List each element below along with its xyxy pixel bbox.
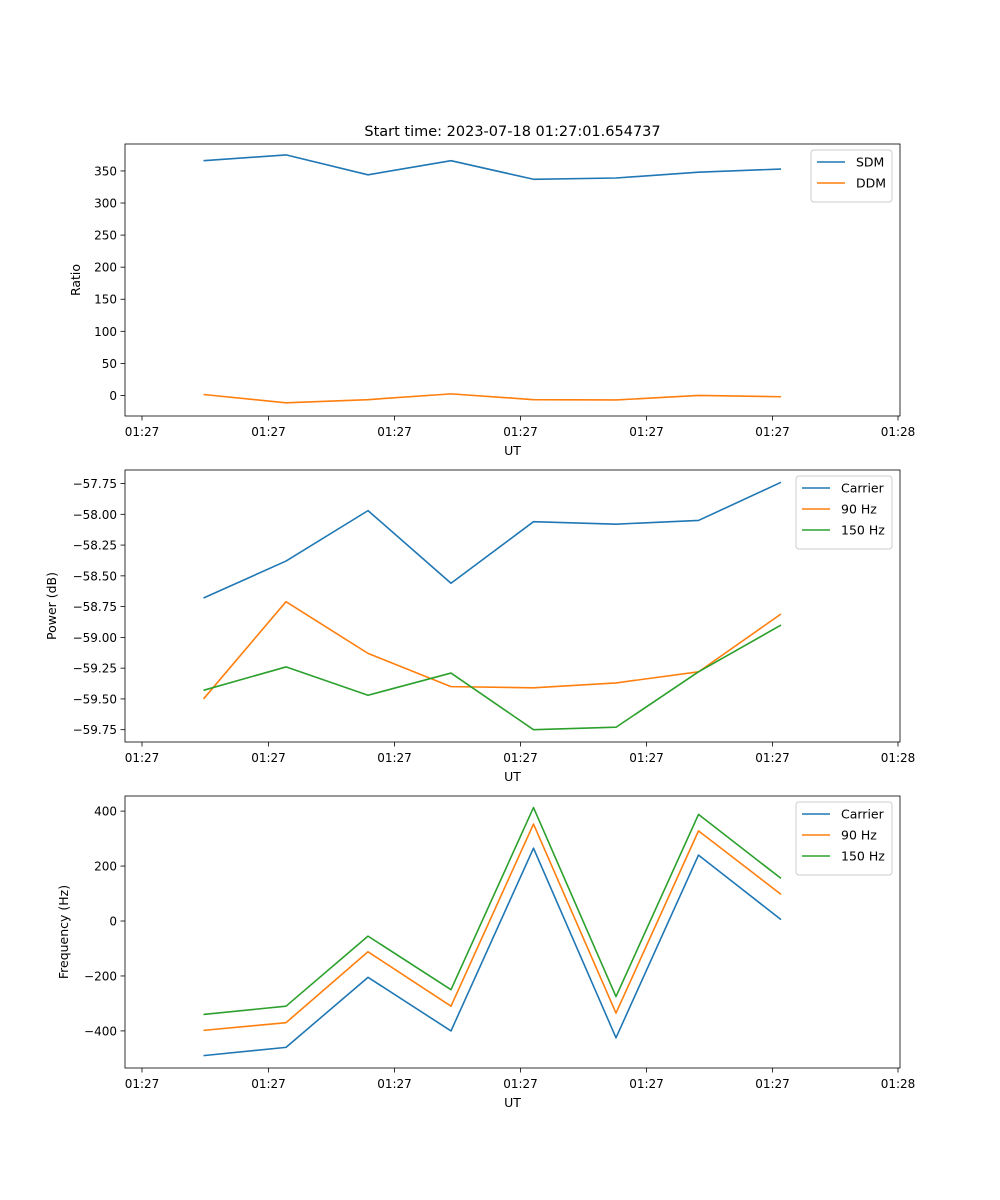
legend-box xyxy=(810,149,893,203)
plot-frame xyxy=(124,469,901,743)
legend-label: 90 Hz xyxy=(841,502,877,517)
x-tick-label: 01:27 xyxy=(503,1077,538,1091)
chart-panel-1: Start time: 2023-07-18 01:27:01.65473701… xyxy=(68,124,915,458)
chart-panel-2: 01:27 01:27 01:27 01:27 01:27 01:27 01:28 UT −57… xyxy=(44,469,916,784)
chart-panel-3: 01:27 01:27 01:27 01:27 01:27 01:27 01:28 UT −40… xyxy=(56,795,916,1110)
y-tick-label: 250 xyxy=(94,229,117,243)
x-tick-label: 01:28 xyxy=(881,1077,916,1091)
legend-label: Carrier xyxy=(841,481,885,496)
chart-title: Start time: 2023-07-18 01:27:01.654737 xyxy=(364,124,660,140)
y-axis-label: Power (dB) xyxy=(44,572,59,640)
x-tick-label: 01:27 xyxy=(629,1077,664,1091)
x-tick-label: 01:27 xyxy=(755,751,790,765)
x-tick-label: 01:28 xyxy=(881,425,916,439)
y-tick-label: −59.25 xyxy=(73,662,117,676)
x-tick-label: 01:27 xyxy=(251,1077,286,1091)
y-tick-label: 50 xyxy=(102,357,117,371)
legend-label: SDM xyxy=(856,155,884,170)
y-tick-label: 300 xyxy=(94,197,117,211)
plot-frame xyxy=(124,143,901,417)
x-tick-label: 01:27 xyxy=(251,751,286,765)
y-tick-label: −59.75 xyxy=(73,723,117,737)
x-tick-label: 01:27 xyxy=(377,751,412,765)
series-line-carrier xyxy=(203,847,782,1057)
y-tick-label: 200 xyxy=(94,261,117,275)
series-line-90-hz xyxy=(203,823,782,1032)
legend-label: 90 Hz xyxy=(841,828,877,843)
x-tick-label: 01:27 xyxy=(377,1077,412,1091)
y-tick-label: −59.50 xyxy=(73,692,117,706)
y-tick-label: 400 xyxy=(94,805,117,819)
y-tick-label: −57.75 xyxy=(73,477,117,491)
legend: Carrier 90 Hz 150 Hz xyxy=(795,475,893,550)
series-line-150-hz xyxy=(203,624,782,731)
x-tick-label: 01:27 xyxy=(125,1077,160,1091)
y-axis-label: Frequency (Hz) xyxy=(56,885,71,979)
y-tick-label: −58.50 xyxy=(73,569,117,583)
x-tick-label: 01:28 xyxy=(881,751,916,765)
y-axis-label: Ratio xyxy=(68,264,83,296)
x-tick-label: 01:27 xyxy=(503,751,538,765)
x-axis-label: UT xyxy=(504,769,521,784)
legend-label: 150 Hz xyxy=(841,849,885,864)
y-tick-label: −58.00 xyxy=(73,508,117,522)
x-tick-label: 01:27 xyxy=(125,425,160,439)
x-tick-label: 01:27 xyxy=(629,425,664,439)
y-tick-label: 100 xyxy=(94,325,117,339)
y-tick-label: −200 xyxy=(84,969,117,983)
y-tick-label: −59.00 xyxy=(73,631,117,645)
y-tick-label: −58.75 xyxy=(73,600,117,614)
series-line-carrier xyxy=(203,481,782,599)
x-tick-label: 01:27 xyxy=(125,751,160,765)
legend-label: DDM xyxy=(856,176,886,191)
series-line-150-hz xyxy=(203,806,782,1016)
x-tick-label: 01:27 xyxy=(755,1077,790,1091)
y-tick-label: 350 xyxy=(94,164,117,178)
y-tick-label: 200 xyxy=(94,860,117,874)
x-tick-label: 01:27 xyxy=(251,425,286,439)
x-tick-label: 01:27 xyxy=(629,751,664,765)
y-tick-label: 150 xyxy=(94,293,117,307)
legend: Carrier 90 Hz 150 Hz xyxy=(795,801,893,876)
y-tick-label: 0 xyxy=(109,915,117,929)
legend-label: Carrier xyxy=(841,807,885,822)
y-tick-label: 0 xyxy=(109,389,117,403)
series-line-ddm xyxy=(203,393,782,404)
x-axis-label: UT xyxy=(504,443,521,458)
series-line-90-hz xyxy=(202,600,782,700)
x-tick-label: 01:27 xyxy=(755,425,790,439)
x-tick-label: 01:27 xyxy=(377,425,412,439)
series-line-sdm xyxy=(203,154,782,181)
x-tick-label: 01:27 xyxy=(503,425,538,439)
x-axis-label: UT xyxy=(504,1095,521,1110)
legend-label: 150 Hz xyxy=(841,523,885,538)
y-tick-label: −400 xyxy=(84,1024,117,1038)
legend: SDM DDM xyxy=(810,149,893,203)
y-tick-label: −58.25 xyxy=(73,539,117,553)
plot-frame xyxy=(124,795,901,1069)
